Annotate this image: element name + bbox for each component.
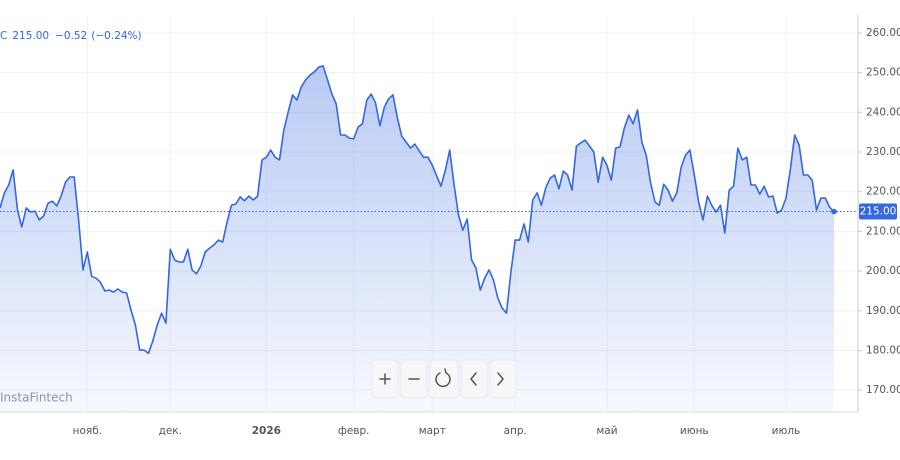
x-tick-label: июль [772,425,801,437]
zoom-out-button[interactable] [400,359,428,399]
x-tick-label: февр. [338,425,370,437]
y-tick-label: 210.00 [866,225,900,237]
x-tick-label: март [419,425,446,437]
header-change-pct: (−0.24%) [91,30,141,42]
header-close: 215.00 [12,30,49,42]
y-tick-label: 240.00 [866,106,900,118]
area [0,65,834,412]
header-change: −0.52 [55,30,87,42]
toolbar [371,359,517,399]
x-tick-label: апр. [504,425,527,437]
zoom-in-button[interactable] [371,359,399,399]
last-point [831,208,837,215]
scroll-right-button[interactable] [489,359,517,399]
last-value-label: 215.00 [860,206,897,218]
x-tick-label: 2026 [252,425,281,437]
y-tick-label: 180.00 [866,344,900,356]
y-tick-label: 260.00 [866,27,900,39]
x-tick-label: июнь [680,425,709,437]
line [0,65,835,355]
reset-button[interactable] [429,359,459,399]
x-tick-label: дек. [159,425,182,437]
y-tick-label: 220.00 [866,186,900,198]
y-tick-label: 230.00 [866,146,900,158]
scroll-left-button[interactable] [460,359,488,399]
header-prefix: C [0,30,7,42]
y-tick-label: 170.00 [866,384,900,396]
plot [0,65,858,412]
header: C 215.00 −0.52 (−0.24%) [0,30,142,42]
x-tick-label: нояб. [73,425,102,437]
labels: 170.00 180.00 190.00 200.00 210.00 220.00 230.… [73,27,900,437]
y-tick-label: 190.00 [866,305,900,317]
watermark: InstaFintech [0,391,73,405]
last-value-box [859,203,897,220]
y-tick-label: 200.00 [866,265,900,277]
y-tick-label: 250.00 [866,67,900,79]
x-tick-label: май [596,425,617,437]
